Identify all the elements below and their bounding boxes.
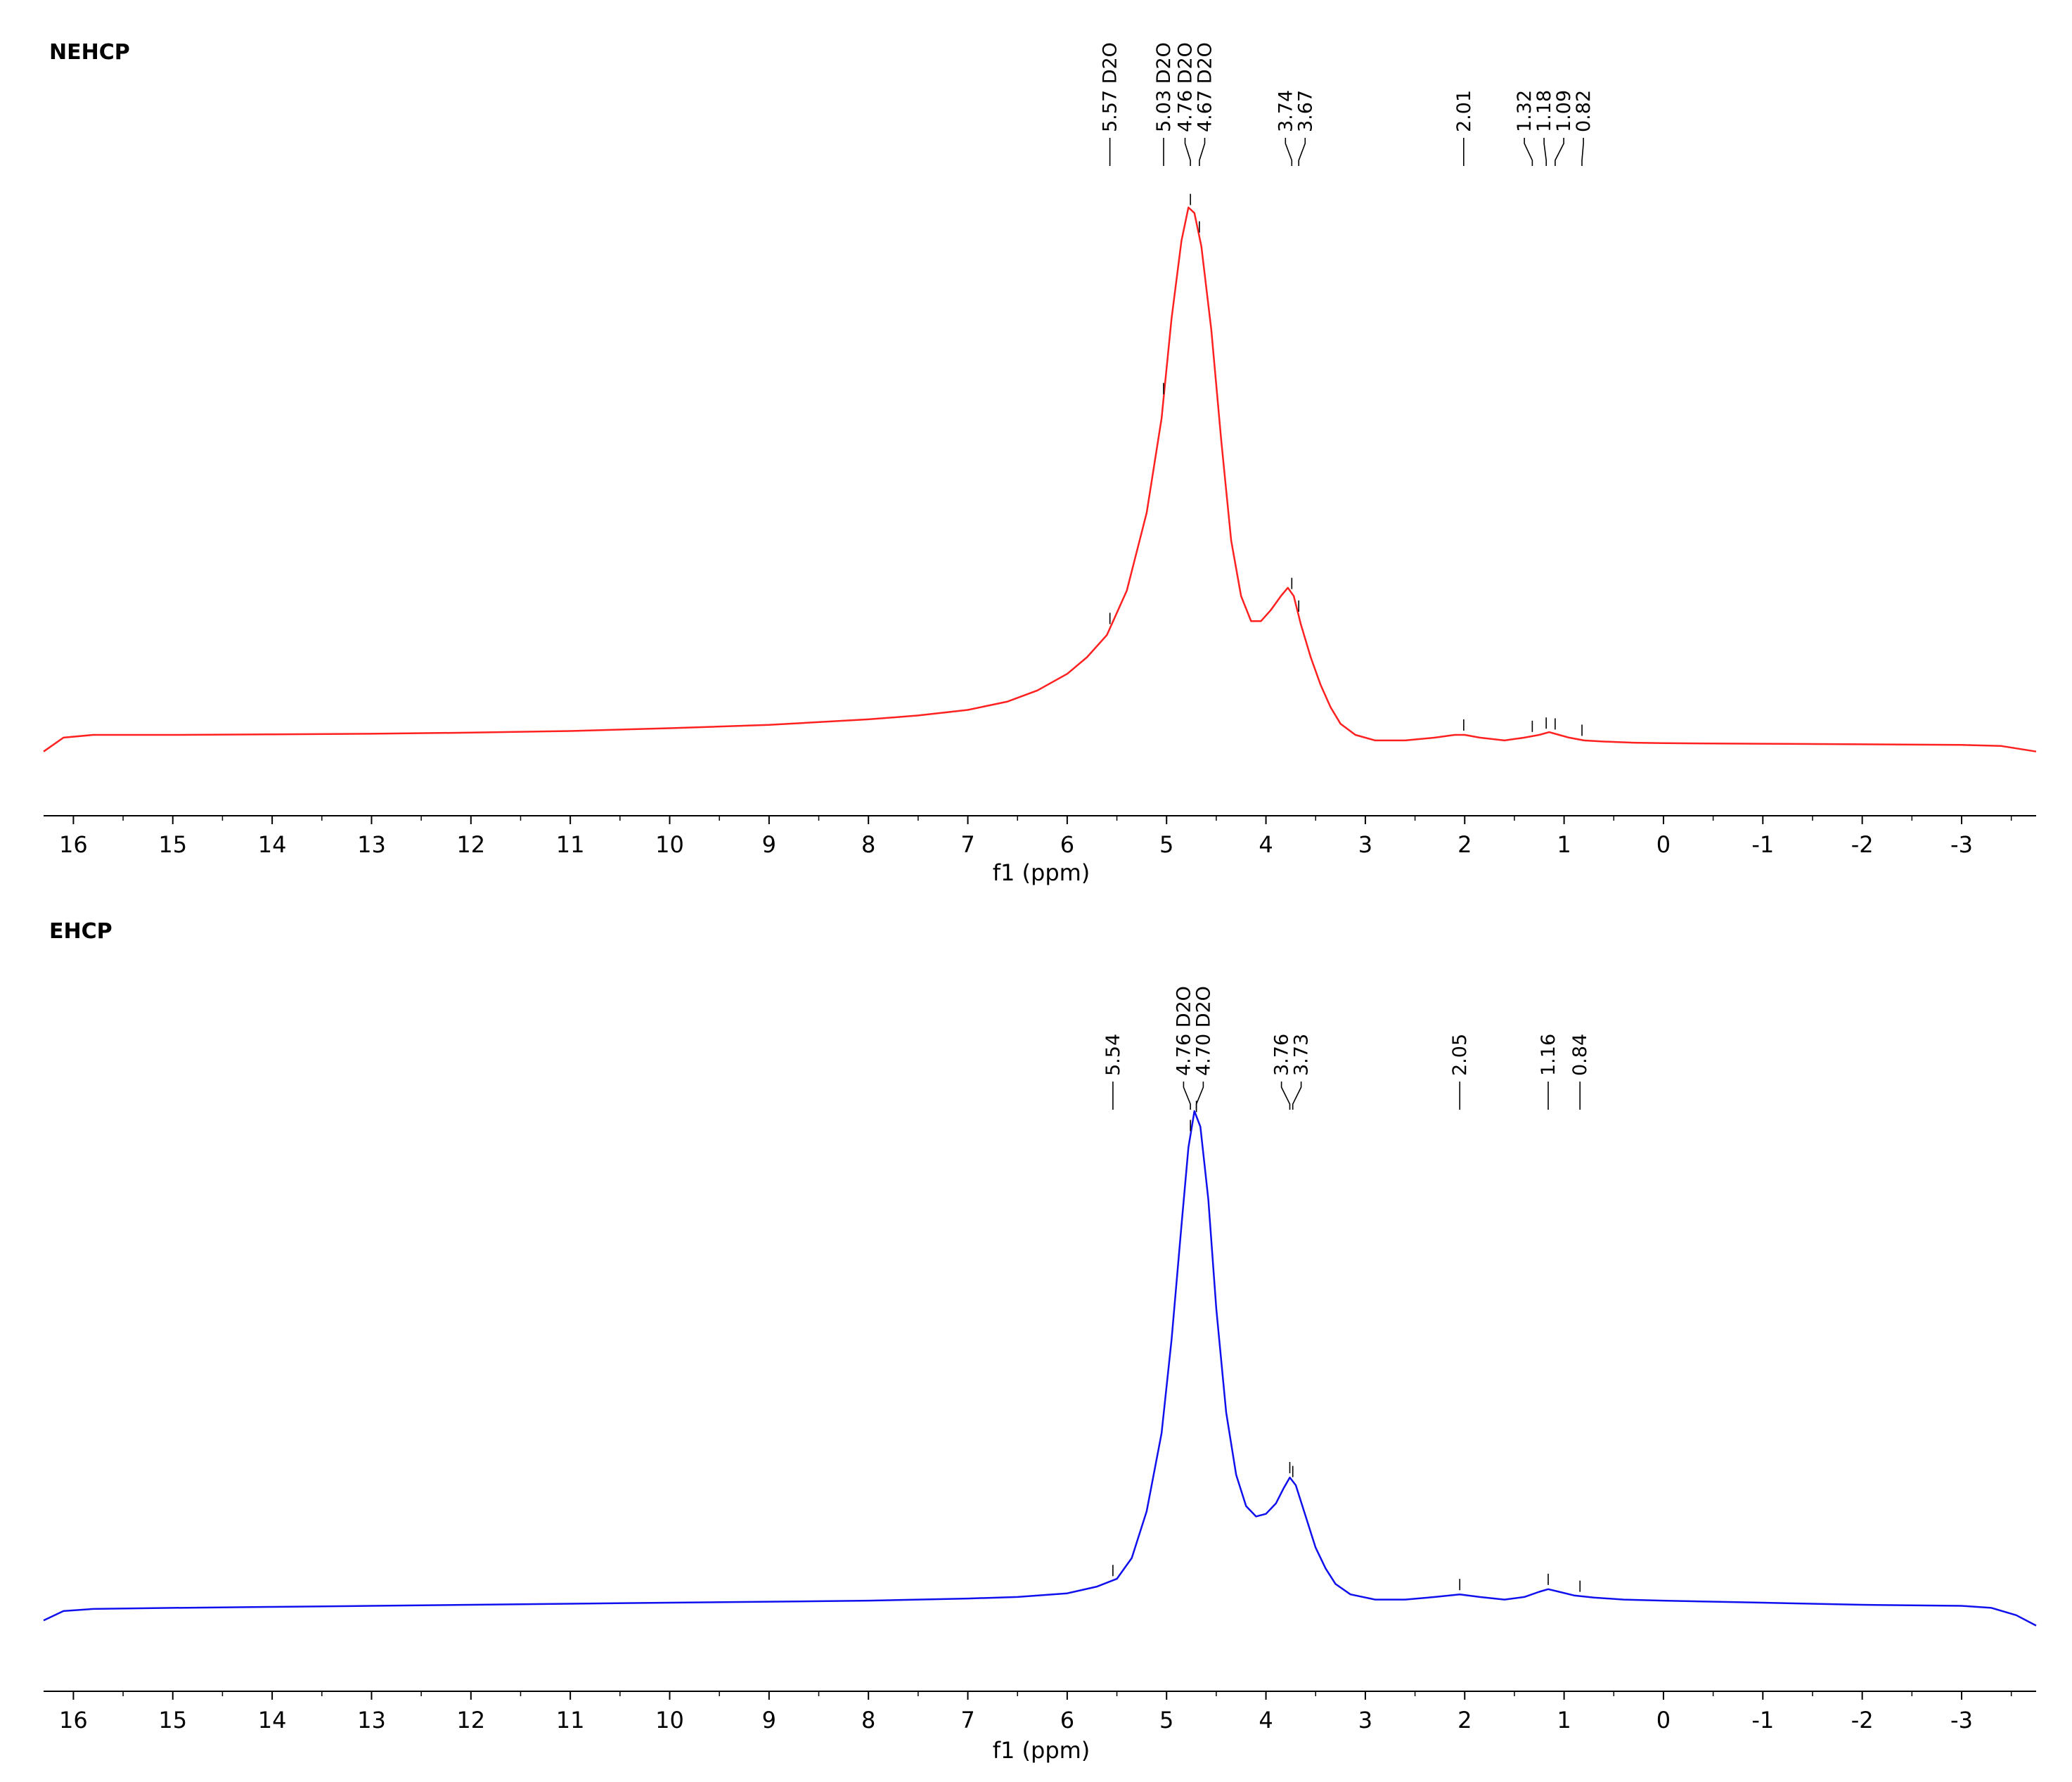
peak-label-connector (1298, 138, 1306, 166)
ehcp-chart-marks: 16 15 14 13 12 11 10 9 8 7 6 5 4 3 2 1 0 -1 -2 -35.54 4.76 D… (43, 986, 2037, 1733)
x-tick-label: 9 (762, 1707, 776, 1733)
peak-label: 2.05 (1449, 1034, 1471, 1076)
x-tick-label: 16 (59, 831, 88, 858)
x-tick-label: 5 (1159, 831, 1173, 858)
peak-label: 4.76 D2O (1175, 42, 1197, 132)
x-tick-label: 13 (357, 831, 386, 858)
x-tick-label: 12 (456, 831, 485, 858)
x-tick-label: 10 (655, 831, 684, 858)
peak-label: 1.18 (1533, 90, 1555, 132)
x-tick-label: 15 (158, 831, 187, 858)
x-tick-label: 11 (556, 1707, 585, 1733)
peak-label: 1.09 (1553, 90, 1575, 132)
x-tick-label: 4 (1259, 1707, 1273, 1733)
peak-label: 3.74 (1275, 90, 1296, 132)
ehcp-spectrum-panel: EHCP 16 15 14 13 12 11 10 9 8 7 6 5 4 3 2 1 0 -1 -2 -35.54 4… (43, 919, 2037, 1764)
x-tick-label: -2 (1851, 831, 1874, 858)
peak-label: 5.57 D2O (1100, 42, 1121, 132)
peak-label-connector (1292, 1082, 1302, 1110)
x-tick-label: 7 (960, 1707, 974, 1733)
x-tick-label: 13 (357, 1707, 386, 1733)
peak-label: 1.16 (1538, 1034, 1559, 1076)
x-tick-label: 14 (258, 831, 287, 858)
x-tick-label: 1 (1557, 831, 1571, 858)
peak-label-connector (1285, 138, 1293, 166)
x-tick-label: 11 (556, 831, 585, 858)
x-tick-label: 8 (861, 831, 875, 858)
peak-label-connector (1581, 138, 1584, 166)
peak-label-connector (1183, 1082, 1191, 1110)
x-tick-label: -1 (1751, 1707, 1774, 1733)
peak-label-connector (1555, 138, 1564, 166)
x-tick-label: 14 (258, 1707, 287, 1733)
x-tick-label: -1 (1751, 831, 1774, 858)
x-tick-label: 3 (1358, 831, 1372, 858)
peak-label: 4.67 D2O (1195, 42, 1216, 132)
peak-label: 3.76 (1271, 1034, 1293, 1076)
spectrum-line (43, 1110, 2037, 1627)
x-tick-label: 0 (1656, 831, 1671, 858)
x-tick-label: -3 (1950, 1707, 1973, 1733)
peak-label-connector (1199, 138, 1206, 166)
x-tick-label: 10 (655, 1707, 684, 1733)
x-tick-label: 6 (1060, 1707, 1074, 1733)
peak-label-connector (1524, 138, 1533, 166)
peak-label: 5.54 (1102, 1034, 1124, 1076)
x-tick-label: 9 (762, 831, 776, 858)
x-tick-label: -3 (1950, 831, 1973, 858)
x-tick-label: 3 (1358, 1707, 1372, 1733)
peak-label: 4.76 D2O (1173, 986, 1195, 1076)
peak-label-connector (1195, 1082, 1204, 1110)
x-tick-label: -2 (1851, 1707, 1874, 1733)
x-tick-label: 2 (1458, 831, 1472, 858)
peak-label: 3.67 (1294, 90, 1316, 132)
x-tick-label: 12 (456, 1707, 485, 1733)
peak-label: 5.03 D2O (1153, 42, 1175, 132)
peak-label: 0.82 (1573, 90, 1595, 132)
x-tick-label: 8 (861, 1707, 875, 1733)
peak-label: 0.84 (1569, 1034, 1591, 1076)
ehcp-title: EHCP (49, 919, 112, 944)
spectrum-line (43, 206, 2037, 752)
x-tick-label: 16 (59, 1707, 88, 1733)
peak-label-connector (1543, 138, 1547, 166)
x-tick-label: 1 (1557, 1707, 1571, 1733)
nehcp-chart-marks: 16 15 14 13 12 11 10 9 8 7 6 5 4 3 2 1 0 -1 -2 -35.57 D2O 5.… (43, 42, 2037, 858)
peak-label-connector (1184, 138, 1191, 166)
peak-label: 4.70 D2O (1192, 986, 1214, 1076)
peak-label-connector (1280, 1082, 1291, 1110)
x-tick-label: 7 (960, 831, 974, 858)
x-tick-label: 4 (1259, 831, 1273, 858)
peak-label: 1.32 (1514, 90, 1536, 132)
x-tick-label: 2 (1458, 1707, 1472, 1733)
nehcp-spectrum-panel: NEHCP 16 15 14 13 12 11 10 9 8 7 6 5 4 3 2 1 0 -1 -2 -35.57… (43, 40, 2037, 886)
x-tick-label: 0 (1656, 1707, 1671, 1733)
nehcp-title: NEHCP (49, 40, 130, 65)
peak-label: 2.01 (1453, 90, 1475, 132)
ehcp-x-axis-label: f1 (ppm) (993, 1737, 1090, 1764)
peak-label: 3.73 (1291, 1034, 1313, 1076)
x-tick-label: 6 (1060, 831, 1074, 858)
nehcp-x-axis-label: f1 (ppm) (993, 859, 1090, 886)
x-tick-label: 5 (1159, 1707, 1173, 1733)
x-tick-label: 15 (158, 1707, 187, 1733)
